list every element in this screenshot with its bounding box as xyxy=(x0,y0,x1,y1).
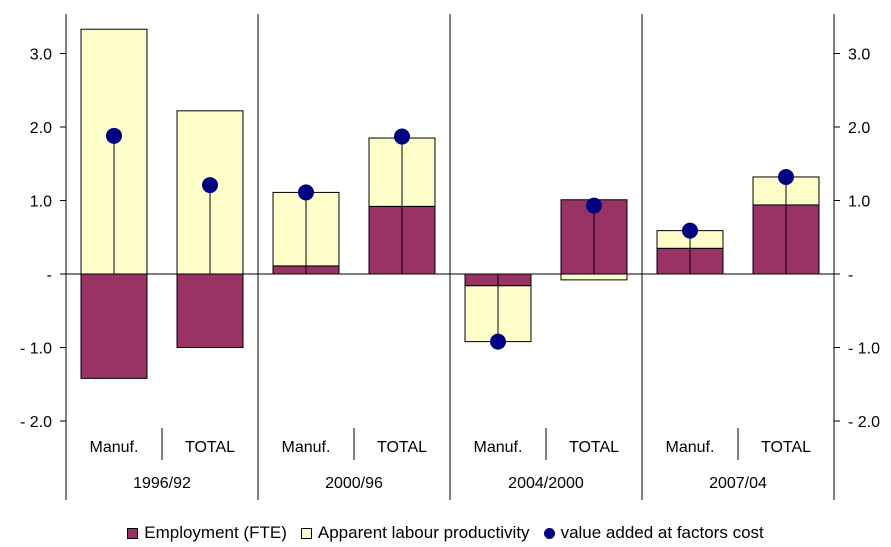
y-tick-label-left: 2.0 xyxy=(30,120,52,137)
category-label: Manuf. xyxy=(666,439,715,456)
y-tick-label-right: 3.0 xyxy=(848,47,870,64)
legend-item-employment: Employment (FTE) xyxy=(127,523,287,543)
productivity-bar xyxy=(560,273,628,281)
group-label: 2000/96 xyxy=(325,475,383,492)
value-added-marker xyxy=(490,333,506,350)
legend-swatch-value-added xyxy=(543,527,555,539)
value-added-marker xyxy=(202,177,218,194)
legend-label-value-added: value added at factors cost xyxy=(560,523,764,542)
legend-swatch-productivity xyxy=(300,527,312,539)
y-tick-label-right: - 1.0 xyxy=(848,341,880,358)
value-added-marker xyxy=(106,127,122,144)
employment-bar xyxy=(176,273,244,348)
legend-item-productivity: Apparent labour productivity xyxy=(300,523,530,543)
legend-item-value-added: value added at factors cost xyxy=(543,523,764,543)
category-label: Manuf. xyxy=(474,439,523,456)
employment-bar xyxy=(80,273,148,379)
legend: Employment (FTE) Apparent labour product… xyxy=(0,522,891,544)
category-label: TOTAL xyxy=(569,439,619,456)
value-added-marker xyxy=(586,197,602,214)
legend-label-employment: Employment (FTE) xyxy=(144,523,287,542)
group-label: 2007/04 xyxy=(709,475,767,492)
category-label: TOTAL xyxy=(185,439,235,456)
y-tick-label-left: - xyxy=(47,267,52,284)
y-tick-label-right: - 2.0 xyxy=(848,414,880,431)
value-added-marker xyxy=(682,222,698,239)
category-label: TOTAL xyxy=(761,439,811,456)
category-label: Manuf. xyxy=(282,439,331,456)
y-tick-label-right: 1.0 xyxy=(848,194,870,211)
category-label: TOTAL xyxy=(377,439,427,456)
value-added-marker xyxy=(298,184,314,201)
y-tick-label-right: 2.0 xyxy=(848,120,870,137)
y-tick-label-left: 1.0 xyxy=(30,194,52,211)
group-label: 1996/92 xyxy=(133,475,191,492)
value-added-marker xyxy=(394,128,410,145)
y-tick-label-right: - xyxy=(848,267,853,284)
y-tick-label-left: - 1.0 xyxy=(20,341,52,358)
y-tick-label-left: - 2.0 xyxy=(20,414,52,431)
legend-label-productivity: Apparent labour productivity xyxy=(317,523,530,542)
category-label: Manuf. xyxy=(90,439,139,456)
group-label: 2004/2000 xyxy=(508,475,584,492)
legend-swatch-employment xyxy=(127,527,139,539)
value-added-marker xyxy=(778,168,794,185)
y-tick-label-left: 3.0 xyxy=(30,47,52,64)
